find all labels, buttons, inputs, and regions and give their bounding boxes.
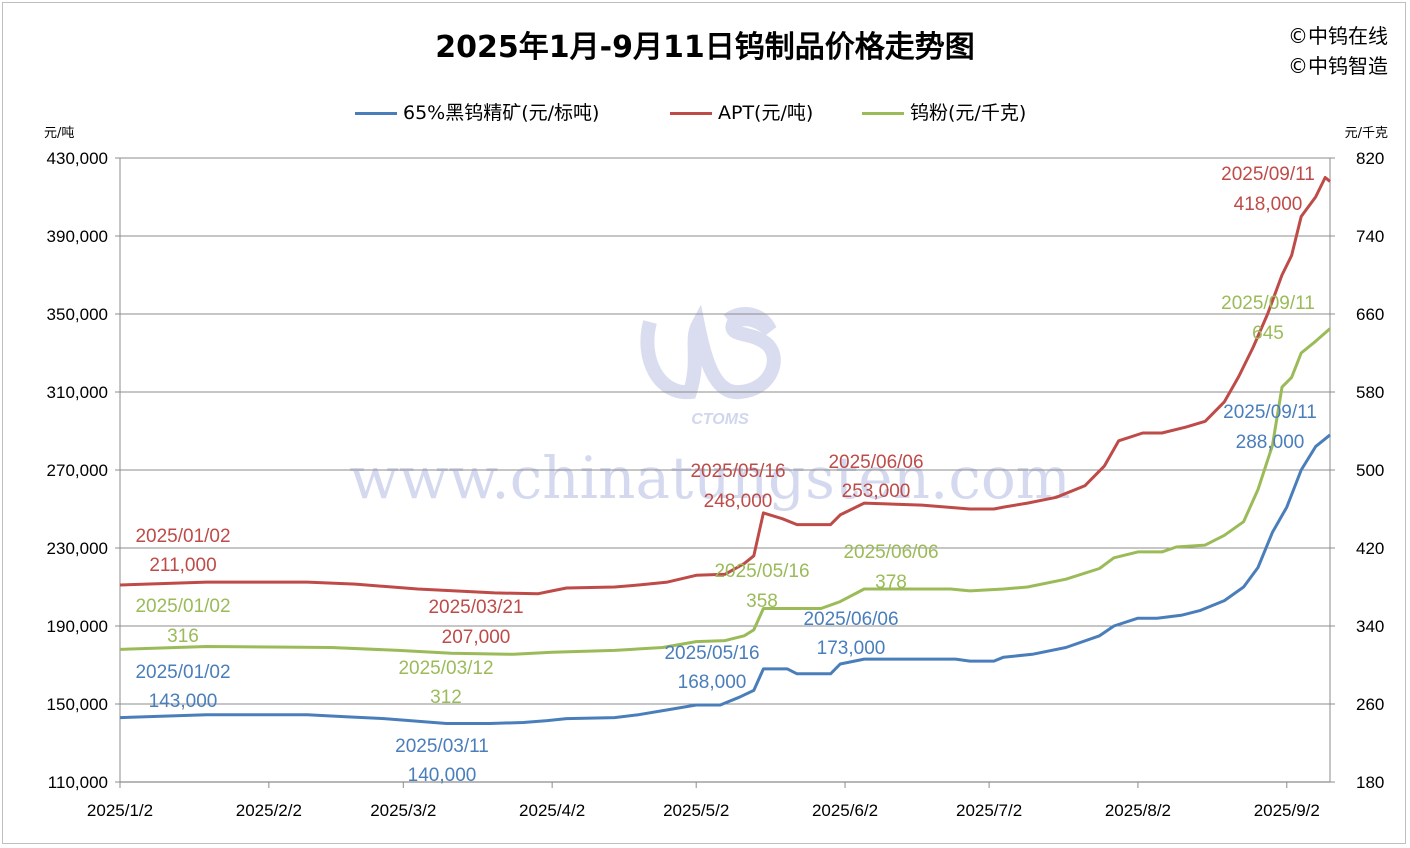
annotation-date-powder: 2025/05/16	[714, 561, 809, 582]
legend-item-apt: APT(元/吨)	[670, 98, 813, 125]
legend: 65%黑钨精矿(元/标吨) APT(元/吨) 钨粉(元/千克)	[0, 98, 1410, 128]
annotation-value-concentrate: 288,000	[1236, 432, 1305, 453]
annotation-value-powder: 358	[746, 591, 778, 612]
y-right-tick-label: 340	[1356, 617, 1384, 636]
legend-swatch-powder	[862, 112, 904, 115]
y-left-tick-label: 430,000	[47, 149, 108, 168]
x-tick-label: 2025/8/2	[1105, 801, 1171, 820]
y-right-tick-label: 740	[1356, 227, 1384, 246]
legend-label-powder: 钨粉(元/千克)	[910, 102, 1027, 124]
annotation-date-apt: 2025/06/06	[828, 452, 923, 473]
y-right-tick-label: 820	[1356, 149, 1384, 168]
right-axis-unit: 元/千克	[1344, 126, 1388, 141]
series-line-apt	[119, 176, 1331, 596]
annotation-date-concentrate: 2025/03/11	[395, 736, 489, 757]
annotation-date-concentrate: 2025/06/06	[803, 609, 898, 630]
x-tick-label: 2025/4/2	[519, 801, 585, 820]
y-right-tick-label: 580	[1356, 383, 1384, 402]
annotation-date-apt: 2025/01/02	[135, 526, 230, 547]
annotation-date-apt: 2025/05/16	[690, 461, 785, 482]
annotation-value-concentrate: 173,000	[817, 638, 886, 659]
annotation-date-concentrate: 2025/05/16	[664, 643, 759, 664]
annotation-value-powder: 316	[167, 626, 199, 647]
annotation-value-concentrate: 168,000	[678, 672, 747, 693]
annotation-date-powder: 2025/09/11	[1221, 293, 1315, 314]
y-right-tick-label: 180	[1356, 773, 1384, 792]
legend-label-apt: APT(元/吨)	[718, 102, 814, 124]
annotation-value-powder: 312	[430, 687, 462, 708]
y-left-tick-label: 270,000	[47, 461, 108, 480]
x-tick-label: 2025/1/2	[87, 801, 153, 820]
annotation-value-powder: 378	[875, 572, 907, 593]
left-axis-unit: 元/吨	[44, 126, 75, 141]
watermark-logo-text: CTOMS	[691, 411, 749, 428]
annotation-date-apt: 2025/03/21	[428, 597, 523, 618]
y-left-tick-label: 310,000	[47, 383, 108, 402]
series-line-powder	[119, 327, 1331, 656]
annotation-value-apt: 418,000	[1234, 194, 1303, 215]
annotation-value-apt: 248,000	[704, 491, 773, 512]
watermark-site-text: www.chinatungsten.com	[349, 444, 1071, 512]
x-tick-label: 2025/2/2	[236, 801, 302, 820]
annotation-value-apt: 207,000	[442, 627, 511, 648]
annotation-date-concentrate: 2025/01/02	[135, 662, 230, 683]
legend-swatch-concentrate	[355, 112, 397, 115]
legend-item-concentrate: 65%黑钨精矿(元/标吨)	[355, 98, 599, 125]
annotation-date-concentrate: 2025/09/11	[1223, 402, 1317, 423]
annotation-date-powder: 2025/06/06	[843, 542, 938, 563]
legend-swatch-apt	[670, 112, 712, 115]
annotation-value-powder: 645	[1252, 323, 1284, 344]
brand-line-1: ©中钨在线	[1288, 24, 1388, 48]
x-tick-label: 2025/7/2	[956, 801, 1022, 820]
annotation-value-apt: 253,000	[842, 481, 911, 502]
x-tick-label: 2025/5/2	[663, 801, 729, 820]
y-left-tick-label: 110,000	[48, 773, 108, 792]
legend-item-powder: 钨粉(元/千克)	[862, 98, 1026, 125]
y-right-tick-label: 660	[1356, 305, 1384, 324]
y-right-tick-label: 260	[1356, 695, 1384, 714]
x-tick-label: 2025/6/2	[812, 801, 878, 820]
series-line-concentrate	[119, 433, 1331, 725]
y-left-tick-label: 230,000	[47, 539, 108, 558]
annotation-date-powder: 2025/01/02	[135, 596, 230, 617]
annotation-value-apt: 211,000	[149, 555, 216, 576]
y-right-tick-label: 420	[1356, 539, 1384, 558]
y-right-tick-label: 500	[1356, 461, 1384, 480]
y-left-tick-label: 150,000	[47, 695, 108, 714]
chart-title: 2025年1月-9月11日钨制品价格走势图	[435, 30, 975, 65]
x-tick-label: 2025/3/2	[370, 801, 436, 820]
watermark-logo-icon	[640, 304, 781, 400]
y-left-tick-label: 190,000	[47, 617, 108, 636]
annotation-value-concentrate: 140,000	[408, 765, 477, 786]
y-left-tick-label: 390,000	[47, 227, 108, 246]
y-left-tick-label: 350,000	[47, 305, 108, 324]
annotation-date-apt: 2025/09/11	[1221, 164, 1315, 185]
x-tick-label: 2025/9/2	[1254, 801, 1320, 820]
legend-label-concentrate: 65%黑钨精矿(元/标吨)	[403, 102, 600, 124]
brand-line-2: ©中钨智造	[1288, 54, 1388, 78]
annotation-value-concentrate: 143,000	[149, 691, 218, 712]
annotation-date-powder: 2025/03/12	[398, 658, 493, 679]
watermark: CTOMS www.chinatungsten.com	[349, 304, 1071, 512]
